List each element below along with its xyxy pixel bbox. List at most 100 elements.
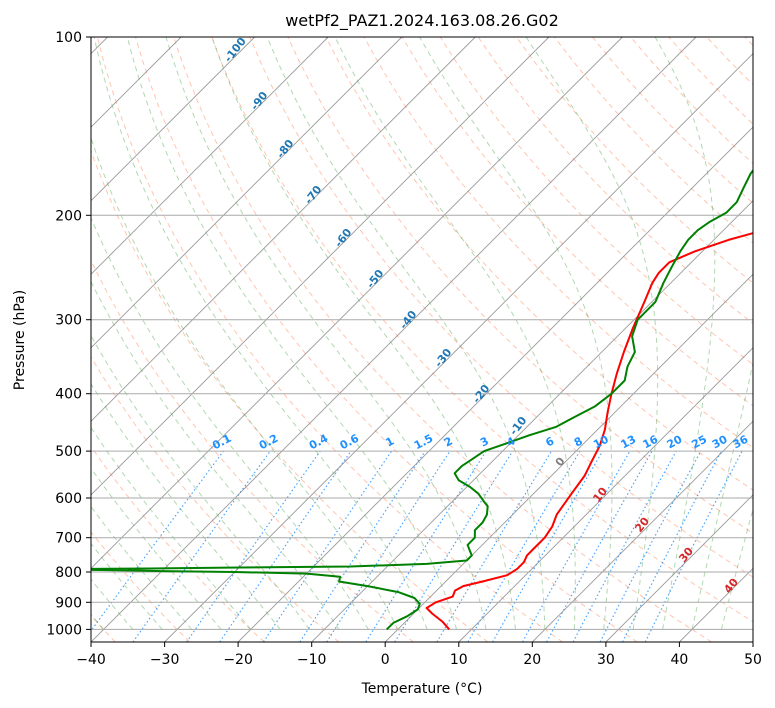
mixing-ratio-line [546, 450, 653, 642]
x-tick-label: 40 [670, 652, 688, 668]
mixing-ratio-label: 36 [731, 433, 751, 452]
mixing-ratio-label: 30 [710, 433, 730, 452]
mixing-ratio-line [572, 450, 677, 642]
warm-adiabat-label: 10 [590, 485, 610, 505]
chart-title: wetPf2_PAZ1.2024.163.08.26.G02 [285, 11, 559, 31]
y-tick-label: 1000 [46, 622, 82, 638]
mixing-ratio-label: 16 [641, 433, 661, 452]
x-tick-label: −40 [76, 652, 106, 668]
isotherm [752, 641, 753, 642]
moist-adiabat-label: -50 [364, 267, 387, 291]
dry-adiabat [515, 37, 753, 284]
temperature-profile-line [425, 232, 753, 631]
dry-adiabat [91, 149, 489, 642]
moist-adiabat [91, 382, 281, 630]
moist-adiabat-label: -40 [397, 308, 420, 332]
x-tick-label: −10 [297, 652, 327, 668]
moist-adiabat [691, 360, 753, 630]
x-tick-label: −30 [150, 652, 180, 668]
mixing-ratio-line [132, 450, 271, 642]
mixing-ratio-line [262, 450, 392, 642]
moist-adiabat-label: -70 [302, 183, 325, 207]
x-axis: −40 −30 −20 −10 0 10 20 30 40 50 [76, 642, 762, 668]
mixing-ratio-line [186, 450, 321, 642]
isotherm [91, 37, 256, 202]
x-tick-label: 50 [744, 652, 762, 668]
moist-adiabat [91, 426, 252, 630]
x-tick-label: −20 [223, 652, 253, 668]
y-tick-label: 300 [55, 313, 82, 329]
background-lines-layer [91, 37, 753, 642]
mixing-ratio-label: 0.1 [210, 432, 233, 453]
y-tick-label: 600 [55, 491, 82, 507]
moist-adiabat [91, 505, 193, 630]
moist-adiabat [91, 542, 163, 630]
dry-adiabat [91, 355, 340, 642]
moist-adiabat [165, 37, 487, 630]
dry-adiabat [287, 37, 753, 534]
profile-series-layer [91, 168, 753, 631]
dry-adiabat [91, 259, 414, 642]
line-label-layer: 0.1 0.2 0.4 0.6 1 1.5 2 3 4 6 8 10 13 16 20 25 30 36-100-… [210, 37, 751, 596]
dry-adiabat [706, 37, 753, 86]
moist-adiabat [93, 37, 428, 630]
y-tick-label: 900 [55, 595, 82, 611]
plot-frame [90, 36, 754, 643]
pressure-grid-layer [91, 37, 753, 630]
moist-adiabat-label: -20 [470, 382, 493, 406]
mixing-ratio-line [326, 450, 451, 642]
isotherm [91, 37, 403, 349]
moist-adiabat-label: -60 [332, 226, 355, 250]
mixing-ratio-line [521, 450, 631, 642]
mixing-ratio-line [91, 450, 224, 632]
dry-adiabat [91, 445, 265, 642]
isotherm [91, 37, 329, 275]
moist-adiabat [211, 37, 516, 630]
mixing-ratio-label: 1 [383, 434, 396, 449]
x-tick-label: 20 [523, 652, 541, 668]
dry-adiabat [96, 37, 563, 642]
isotherm [458, 347, 753, 642]
dry-adiabat [173, 37, 713, 642]
mixing-ratio-line [299, 450, 426, 642]
dry-adiabat [401, 37, 753, 407]
y-tick-label: 800 [55, 565, 82, 581]
isotherm [91, 37, 697, 642]
moist-adiabat [91, 334, 310, 630]
mixing-ratio-label: 25 [689, 433, 709, 452]
dry-adiabat [439, 37, 753, 366]
isotherm [531, 420, 753, 642]
mixing-ratio-label: 20 [665, 433, 685, 452]
mixing-ratio-label: 1.5 [412, 432, 435, 453]
y-tick-label: 100 [55, 30, 82, 46]
mixing-ratio-line [467, 450, 581, 642]
dry-adiabat [91, 531, 191, 642]
mixing-ratio-label: 8 [572, 434, 585, 449]
isotherm [164, 52, 753, 642]
x-tick-label: 30 [597, 652, 615, 668]
y-tick-label: 500 [55, 444, 82, 460]
isotherm [237, 126, 753, 642]
dry-adiabat [554, 37, 753, 244]
isotherm [91, 37, 476, 422]
moist-adiabat-label: -80 [274, 137, 297, 161]
moist-adiabat-label: -30 [432, 346, 455, 370]
x-tick-label: 10 [450, 652, 468, 668]
dry-adiabat [211, 37, 753, 623]
moist-adiabat [91, 216, 369, 630]
mixing-ratio-line [219, 450, 352, 642]
moist-adiabat [654, 37, 716, 630]
mixing-ratio-label: 3 [478, 434, 491, 449]
moist-adiabat [720, 507, 753, 630]
mixing-ratio-label: 10 [591, 433, 611, 452]
x-tick-label: 0 [381, 652, 390, 668]
dry-adiabat [135, 37, 638, 642]
moist-adiabat [334, 37, 576, 630]
y-tick-label: 700 [55, 531, 82, 547]
moist-adiabat [126, 37, 458, 630]
y-axis: 1000 900 800 700 600 500 400 300 200 100 [46, 30, 91, 638]
dry-adiabat [249, 37, 753, 578]
mixing-ratio-line [394, 450, 514, 642]
moist-adiabat [266, 37, 546, 630]
moist-adiabat [91, 578, 134, 630]
